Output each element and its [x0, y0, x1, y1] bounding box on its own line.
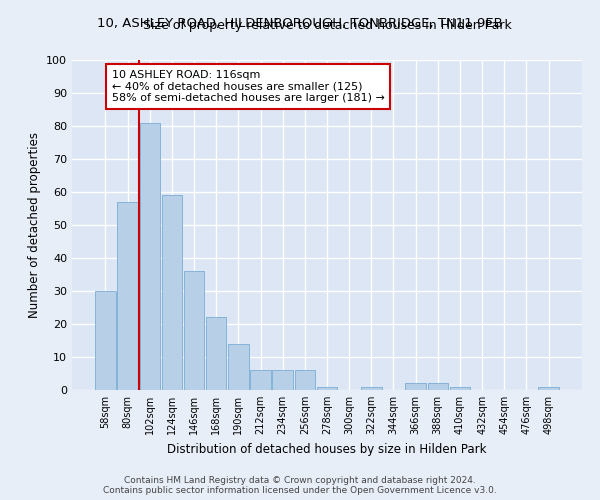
Bar	[272, 370, 293, 390]
Bar	[140, 122, 160, 390]
Text: 10, ASHLEY ROAD, HILDENBOROUGH, TONBRIDGE, TN11 9EB: 10, ASHLEY ROAD, HILDENBOROUGH, TONBRIDG…	[97, 18, 503, 30]
Bar	[450, 386, 470, 390]
Bar	[118, 202, 138, 390]
Bar	[206, 318, 226, 390]
Title: Size of property relative to detached houses in Hilden Park: Size of property relative to detached ho…	[143, 20, 511, 32]
Bar	[184, 271, 204, 390]
Bar	[538, 386, 559, 390]
Bar	[361, 386, 382, 390]
Text: Contains HM Land Registry data © Crown copyright and database right 2024.
Contai: Contains HM Land Registry data © Crown c…	[103, 476, 497, 495]
Bar	[161, 196, 182, 390]
Bar	[428, 384, 448, 390]
Bar	[317, 386, 337, 390]
Bar	[228, 344, 248, 390]
Bar	[406, 384, 426, 390]
X-axis label: Distribution of detached houses by size in Hilden Park: Distribution of detached houses by size …	[167, 442, 487, 456]
Bar	[95, 291, 116, 390]
Y-axis label: Number of detached properties: Number of detached properties	[28, 132, 41, 318]
Bar	[295, 370, 315, 390]
Text: 10 ASHLEY ROAD: 116sqm
← 40% of detached houses are smaller (125)
58% of semi-de: 10 ASHLEY ROAD: 116sqm ← 40% of detached…	[112, 70, 385, 103]
Bar	[250, 370, 271, 390]
